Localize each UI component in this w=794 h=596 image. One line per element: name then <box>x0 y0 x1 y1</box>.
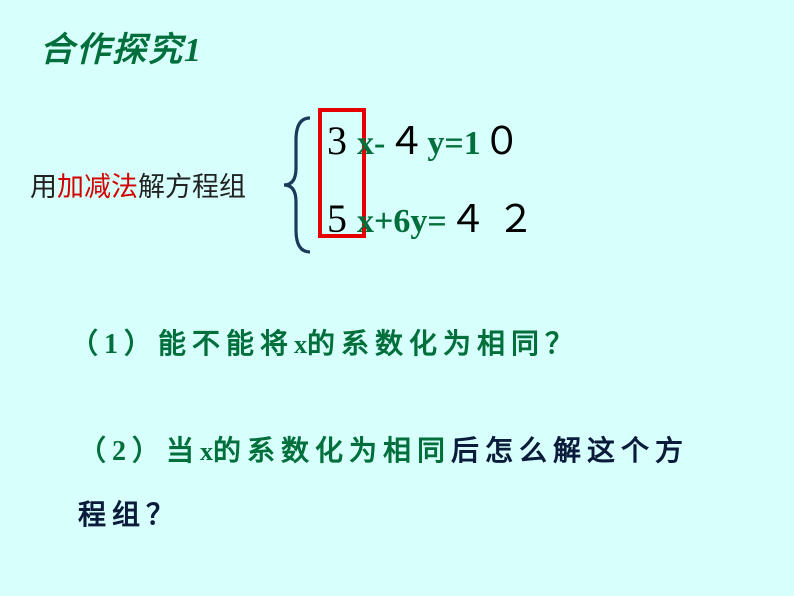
question-2: （2）当x的系数化为相同后怎么解这个方程组？ <box>78 420 718 549</box>
prompt-pre: 用 <box>30 172 57 202</box>
equation-2: 5 x+6y= ４ ２ <box>323 188 537 248</box>
eq2-coef-boxed: 5 <box>323 195 351 242</box>
prompt-method: 加减法 <box>57 172 138 202</box>
q1-x: x <box>294 330 307 359</box>
q2-a: 当 <box>166 436 200 467</box>
q2-b: 的系数化为相同 <box>213 436 451 467</box>
equation-1: 3 x- ４ y=1 ０ <box>323 110 537 170</box>
eq2-num-tail: ２ <box>497 188 535 243</box>
q1-num: （1） <box>70 329 158 360</box>
eq1-coef-boxed: 3 <box>323 117 351 164</box>
eq2-part-a: x+6y= <box>357 203 447 241</box>
section-title: 合作探究1 <box>40 22 203 71</box>
q2-x: x <box>200 437 213 466</box>
eq1-num-mid: ４ <box>387 110 425 165</box>
q1-b: 的系数化为相同？ <box>307 329 579 360</box>
q2-num: （2） <box>78 436 166 467</box>
brace-icon <box>280 110 320 260</box>
question-1: （1）能不能将x的系数化为相同？ <box>70 322 579 362</box>
eq1-part-b: y=1 <box>427 125 480 163</box>
equation-system: 3 x- ４ y=1 ０ 5 x+6y= ４ ２ <box>323 110 537 266</box>
prompt-text: 用加减法解方程组 <box>30 165 246 204</box>
prompt-post: 解方程组 <box>138 172 246 202</box>
q1-a: 能不能将 <box>158 329 294 360</box>
eq1-num-tail: ０ <box>483 110 521 165</box>
eq2-num-mid: ４ <box>449 188 487 243</box>
eq1-part-a: x- <box>357 125 385 163</box>
